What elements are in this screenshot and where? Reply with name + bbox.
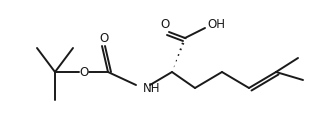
Text: O: O bbox=[100, 32, 108, 46]
Text: OH: OH bbox=[207, 18, 225, 30]
Text: NH: NH bbox=[143, 81, 161, 95]
Text: O: O bbox=[79, 65, 89, 79]
Text: O: O bbox=[160, 18, 170, 32]
